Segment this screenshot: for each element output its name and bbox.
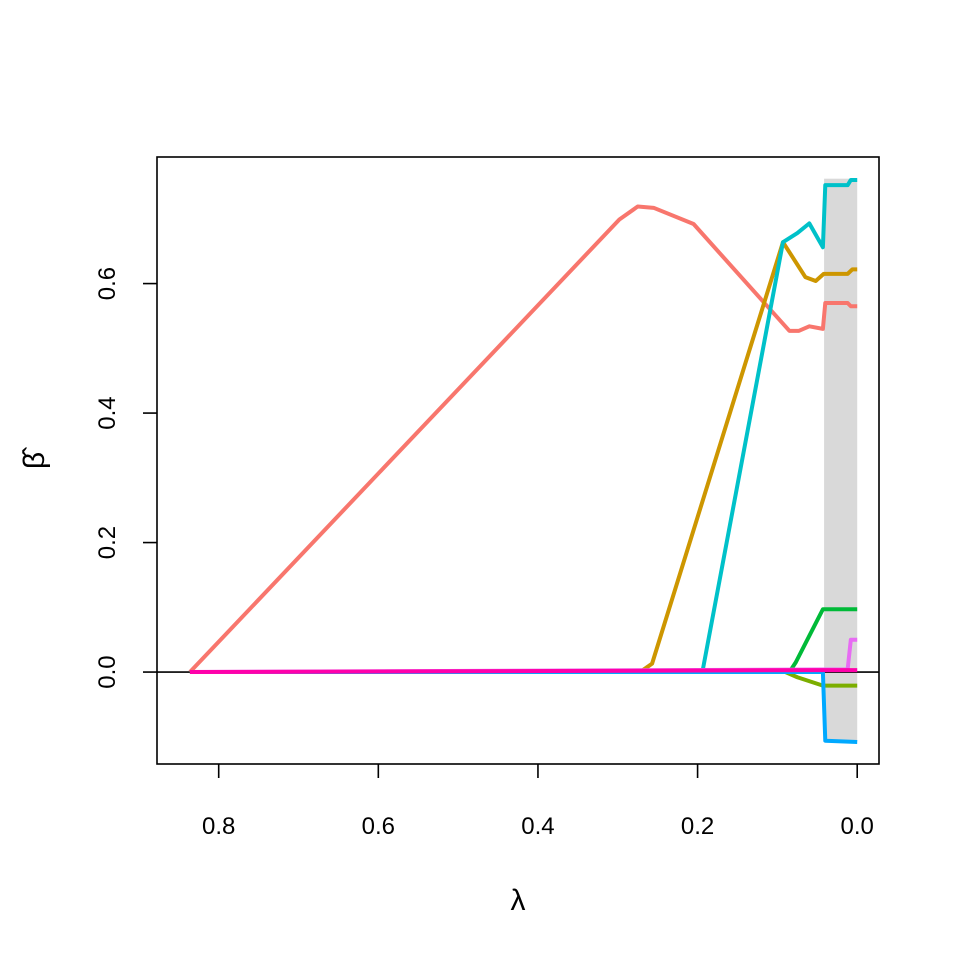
series-line-1: [188, 204, 858, 674]
y-axis-label: β̂: [18, 447, 51, 469]
series-line-3: [189, 177, 858, 675]
series-layer: [188, 177, 858, 744]
plot-frame: [156, 156, 880, 765]
series-line-4: [189, 607, 858, 675]
x-tick-label: 0.2: [681, 813, 714, 840]
x-axis-label: λ: [511, 884, 526, 917]
series-line-2: [189, 240, 858, 675]
x-tick-label: 0.8: [202, 813, 235, 840]
y-tick-label: 0.6: [94, 267, 121, 300]
x-tick-label: 0.6: [362, 813, 395, 840]
series-line-5: [189, 670, 858, 688]
series-line-6: [189, 670, 858, 744]
series-line-8: [189, 668, 858, 675]
y-tick-label: 0.0: [94, 655, 121, 688]
y-tick-label: 0.4: [94, 396, 121, 429]
shaded-band-layer: [824, 178, 858, 742]
y-axis: 0.0 0.2 0.4 0.6: [94, 267, 157, 689]
y-tick-label: 0.2: [94, 526, 121, 559]
series-line-7: [189, 637, 858, 675]
x-tick-label: 0.4: [521, 813, 554, 840]
x-axis: 0.8 0.6 0.4 0.2 0.0: [202, 764, 874, 840]
x-tick-label: 0.0: [841, 813, 874, 840]
shaded-band: [824, 178, 858, 742]
